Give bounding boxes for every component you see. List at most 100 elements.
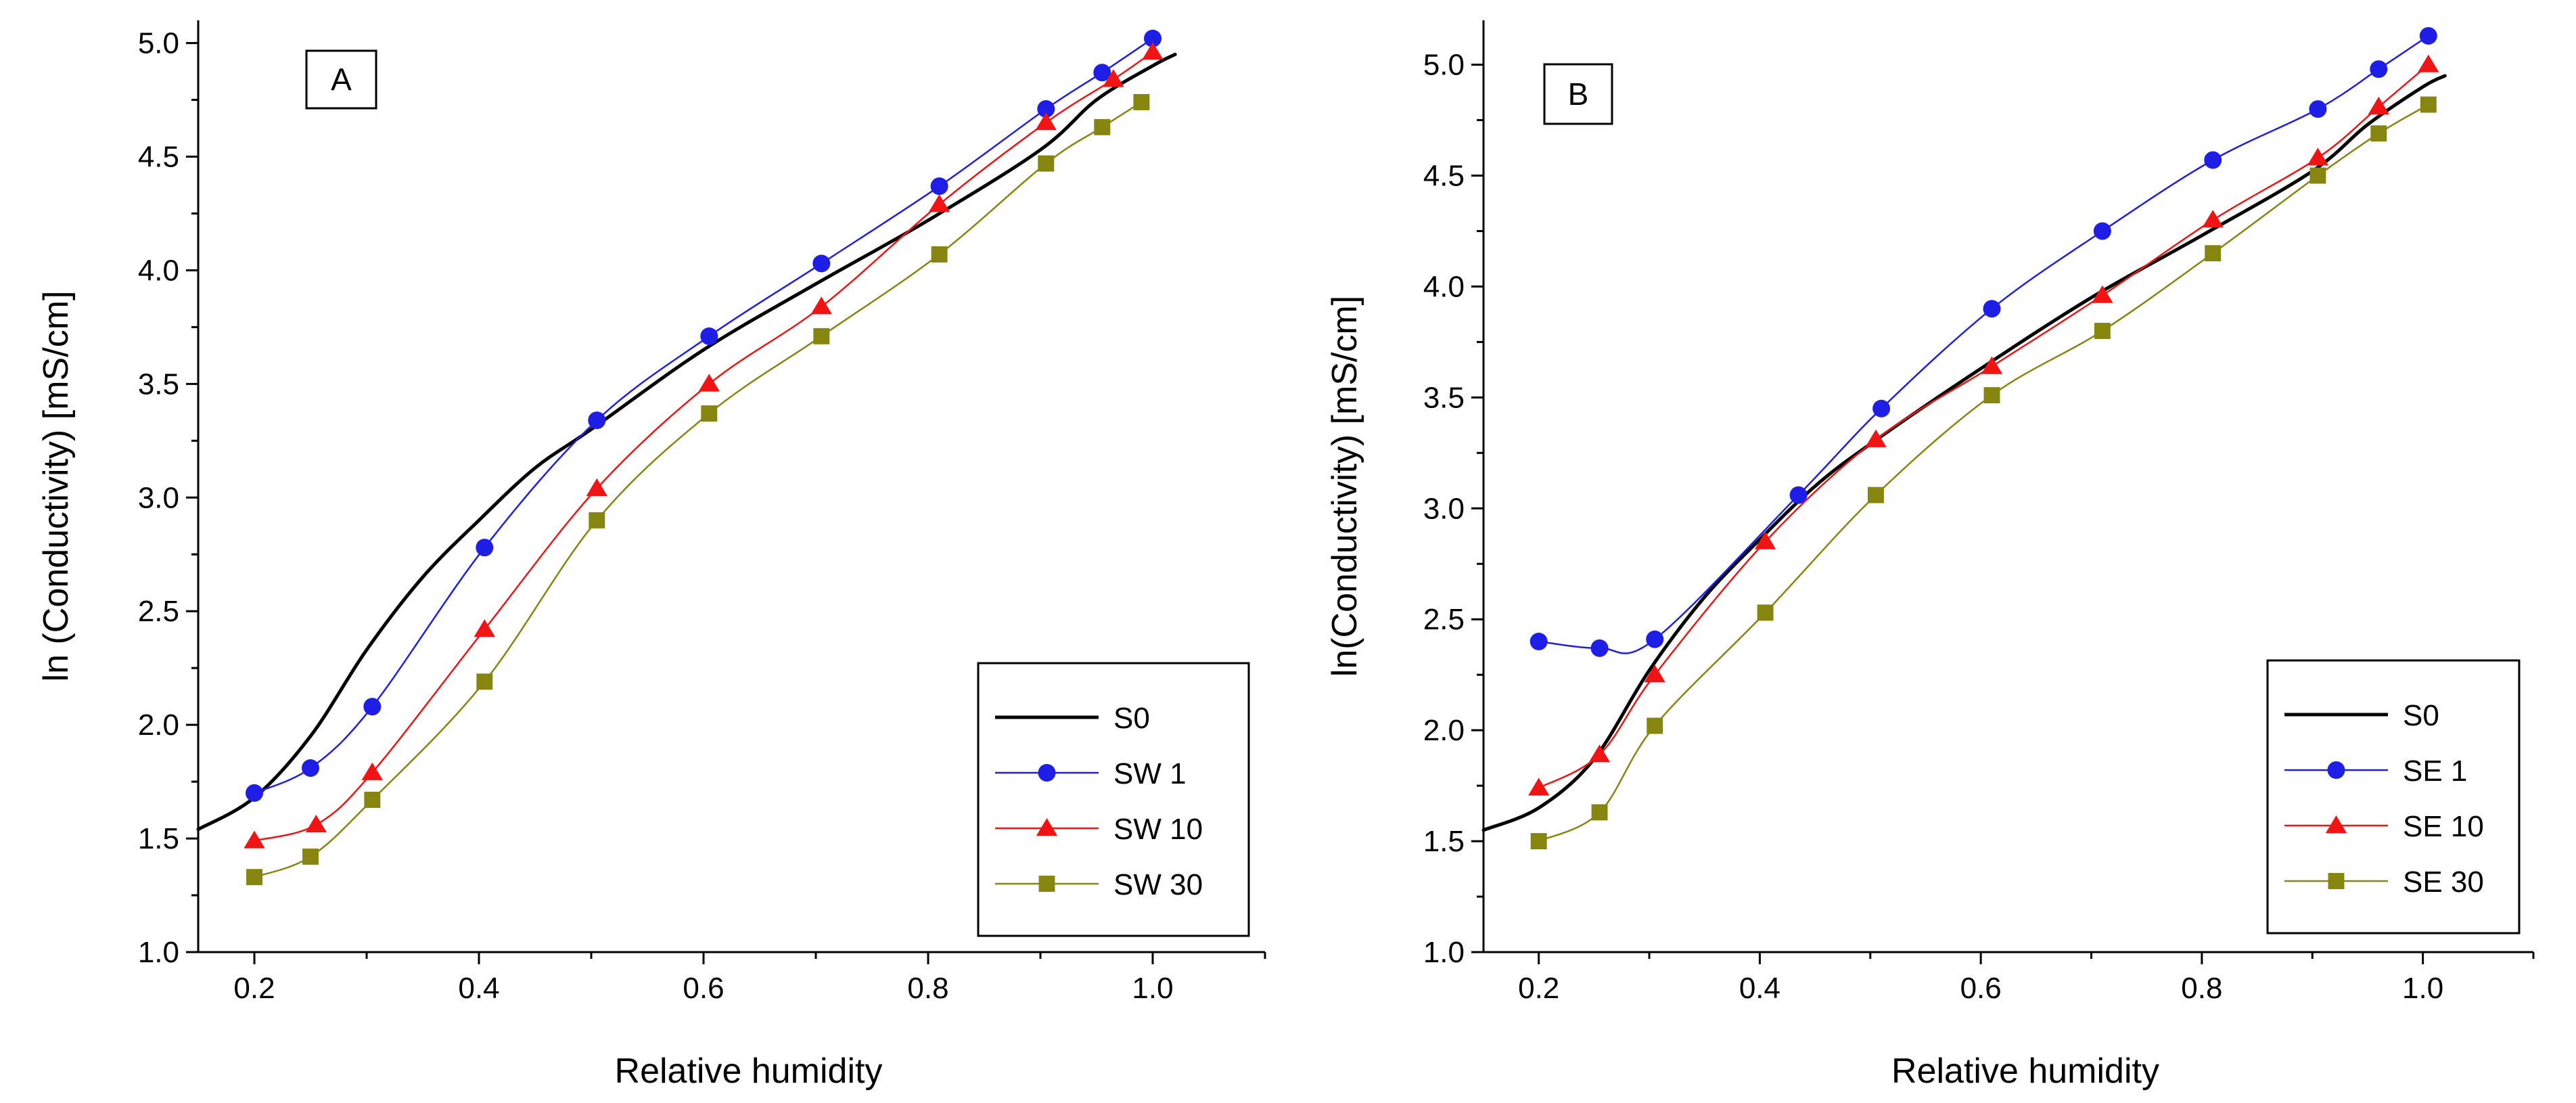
data-point-se30 bbox=[2094, 323, 2111, 339]
data-point-sw1 bbox=[812, 254, 831, 273]
data-point-se30 bbox=[1867, 487, 1884, 503]
data-point-sw1 bbox=[1093, 64, 1111, 82]
x-tick-label: 0.4 bbox=[458, 972, 499, 1005]
data-point-sw10 bbox=[698, 374, 720, 392]
data-point-se10 bbox=[1865, 429, 1887, 447]
data-point-se30 bbox=[1757, 604, 1774, 621]
data-point-se30 bbox=[1983, 387, 2000, 404]
x-tick-label: 1.0 bbox=[1132, 972, 1173, 1005]
data-point-sw10 bbox=[305, 815, 327, 833]
data-point-sw30 bbox=[813, 328, 830, 344]
data-point-se1 bbox=[1646, 630, 1664, 648]
data-point-sw10 bbox=[928, 194, 950, 212]
data-point-sw1 bbox=[476, 539, 494, 557]
chart-panel-b: 1.0 1.5 2.0 2.5 3.0 3.5 4.0 4.5 5.0 0.2 0.4 0.6 0.8 1… bbox=[1325, 20, 2535, 1091]
legend-marker-se30 bbox=[2328, 873, 2345, 889]
data-point-sw1 bbox=[363, 698, 382, 716]
legend-label-s0: S0 bbox=[2403, 699, 2439, 732]
x-axis-title: Relative humidity bbox=[615, 1052, 883, 1091]
legend-label-se1: SE 1 bbox=[2403, 755, 2467, 788]
data-point-se1 bbox=[1530, 633, 1548, 650]
legend-marker-se10 bbox=[2325, 815, 2347, 834]
series-s0 bbox=[196, 52, 1177, 832]
data-point-sw1 bbox=[930, 177, 948, 196]
legend-marker-sw10 bbox=[1036, 818, 1058, 836]
x-tick-label: 0.8 bbox=[907, 972, 948, 1005]
legend-marker-sw1 bbox=[1038, 764, 1056, 782]
panel-letter-box bbox=[1543, 63, 1613, 125]
series-se30 bbox=[1530, 96, 2437, 850]
data-point-se10 bbox=[1644, 665, 1665, 683]
data-point-sw30 bbox=[364, 792, 381, 808]
x-axis-title: Relative humidity bbox=[1891, 1052, 2159, 1091]
data-point-se30 bbox=[1647, 717, 1663, 734]
data-point-sw30 bbox=[302, 848, 319, 865]
data-point-sw30 bbox=[1038, 155, 1055, 172]
y-tick-label: 5.0 bbox=[1423, 49, 1465, 82]
series-se10 bbox=[1528, 54, 2439, 796]
data-point-sw1 bbox=[700, 327, 718, 345]
legend-marker-se1 bbox=[2327, 761, 2345, 779]
legend-label-se10: SE 10 bbox=[2403, 810, 2484, 843]
data-point-sw10 bbox=[1035, 112, 1057, 131]
data-point-se1 bbox=[2419, 26, 2437, 45]
x-tick-label: 0.8 bbox=[2181, 972, 2222, 1005]
data-point-sw1 bbox=[246, 784, 263, 802]
data-point-se10 bbox=[1754, 531, 1776, 549]
data-point-sw30 bbox=[246, 869, 262, 886]
legend-box bbox=[2266, 659, 2521, 935]
series-sw10 bbox=[244, 42, 1164, 849]
x-tick-label: 0.6 bbox=[683, 972, 724, 1005]
data-point-se30 bbox=[1530, 833, 1547, 850]
y-tick-label: 2.5 bbox=[1423, 603, 1465, 636]
y-tick-label: 1.0 bbox=[1423, 936, 1465, 969]
data-point-sw30 bbox=[1094, 118, 1111, 135]
y-tick-label: 3.0 bbox=[1423, 492, 1465, 525]
y-tick-label: 1.0 bbox=[138, 936, 179, 969]
series-line-se1 bbox=[1538, 35, 2430, 654]
legend: S0 SW 1 SW 10 SW 30 bbox=[977, 662, 1250, 937]
data-point-se10 bbox=[1528, 778, 1550, 796]
data-point-se1 bbox=[1590, 639, 1609, 657]
data-point-sw10 bbox=[1103, 69, 1124, 87]
legend-label-sw10: SW 10 bbox=[1113, 813, 1203, 846]
data-point-se10 bbox=[2202, 210, 2224, 228]
chart-panel-a: 1.0 1.5 2.0 2.5 3.0 3.5 4.0 4.5 5.0 0.2 0.4 0.6 0.8 1… bbox=[37, 20, 1266, 1091]
data-point-se1 bbox=[2370, 60, 2388, 78]
data-point-sw10 bbox=[474, 619, 495, 637]
data-point-sw10 bbox=[1142, 42, 1164, 60]
data-point-sw30 bbox=[476, 673, 493, 690]
y-tick-label: 3.0 bbox=[138, 481, 179, 514]
y-tick-label: 4.0 bbox=[1423, 270, 1465, 303]
y-tick-label: 3.5 bbox=[1423, 381, 1465, 414]
data-point-se10 bbox=[1981, 356, 2003, 374]
panel-letter: A bbox=[331, 62, 352, 97]
data-point-se10 bbox=[2418, 54, 2439, 72]
y-axis-title: ln(Conductivity) [mS/cm] bbox=[1325, 296, 1364, 677]
data-point-se30 bbox=[2309, 167, 2326, 184]
y-tick-label: 3.5 bbox=[138, 367, 179, 401]
y-tick-label: 2.0 bbox=[1423, 714, 1465, 747]
x-tick-label: 0.4 bbox=[1739, 972, 1780, 1005]
data-point-se10 bbox=[2307, 148, 2329, 166]
data-point-sw10 bbox=[361, 762, 383, 780]
data-point-se30 bbox=[2420, 96, 2437, 113]
series-sw1 bbox=[246, 29, 1162, 802]
data-point-sw10 bbox=[586, 478, 607, 497]
data-point-se30 bbox=[2370, 125, 2387, 142]
data-point-se10 bbox=[1588, 744, 1611, 763]
data-point-se1 bbox=[2204, 151, 2222, 169]
data-point-sw1 bbox=[588, 411, 606, 430]
data-point-se1 bbox=[2309, 100, 2327, 118]
data-point-se1 bbox=[1872, 399, 1891, 418]
panel-letter: B bbox=[1568, 76, 1589, 112]
panel-letter-box bbox=[305, 49, 377, 110]
y-tick-label: 1.5 bbox=[138, 822, 179, 855]
legend-box bbox=[977, 662, 1250, 937]
series-line-s0 bbox=[196, 52, 1177, 832]
data-point-se30 bbox=[2205, 245, 2222, 262]
data-point-se10 bbox=[2092, 285, 2113, 303]
legend-label-sw30: SW 30 bbox=[1113, 868, 1203, 901]
y-tick-label: 4.5 bbox=[138, 141, 179, 174]
